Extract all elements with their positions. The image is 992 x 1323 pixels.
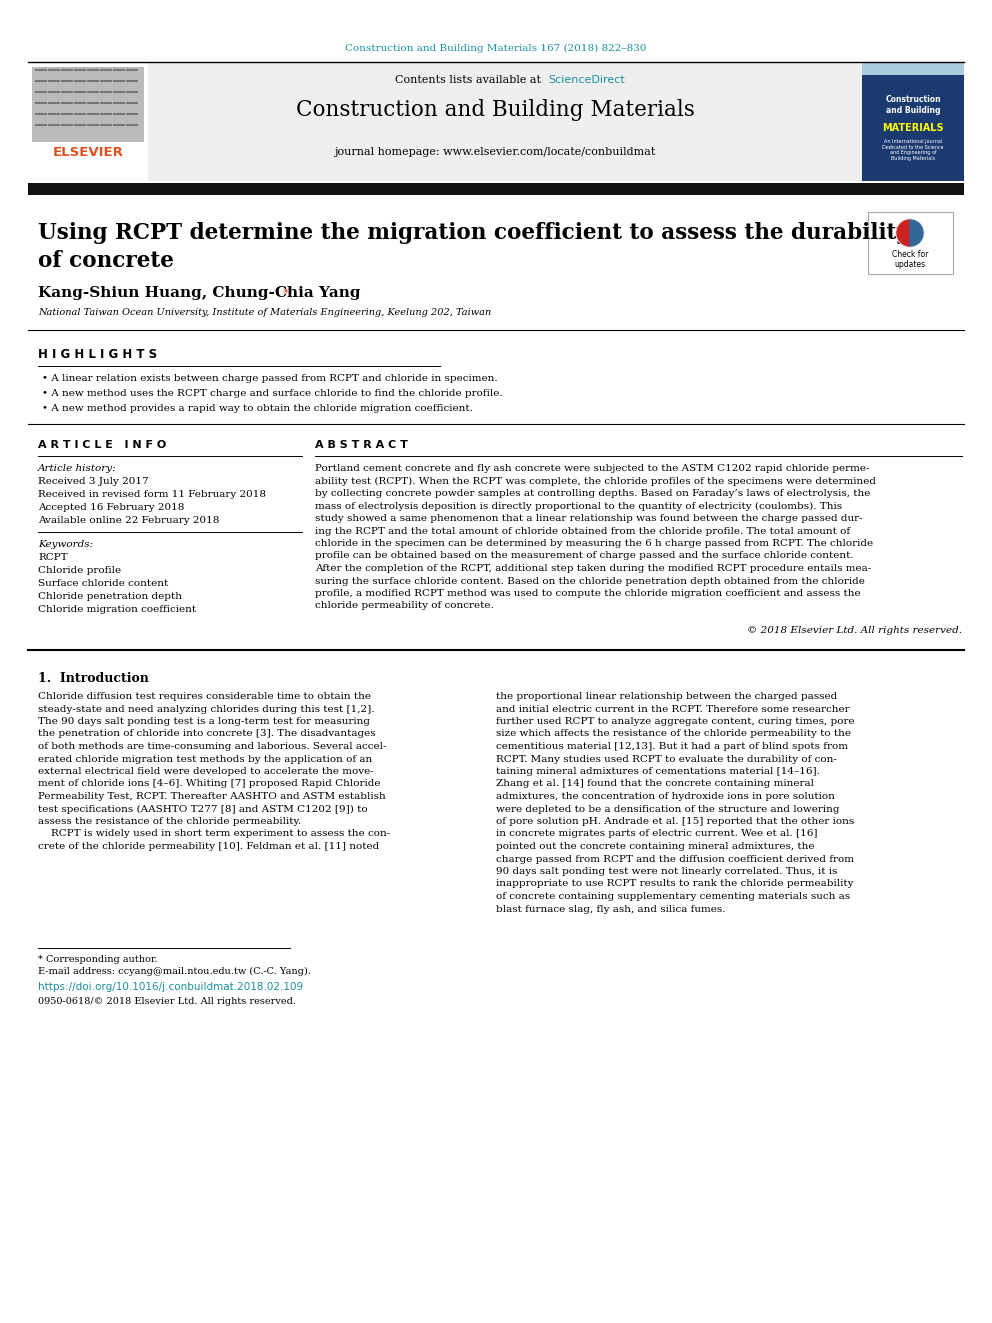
Text: chloride permeability of concrete.: chloride permeability of concrete. [315, 602, 494, 610]
Text: * Corresponding author.: * Corresponding author. [38, 955, 158, 964]
Text: Permeability Test, RCPT. Thereafter AASHTO and ASTM establish: Permeability Test, RCPT. Thereafter AASH… [38, 792, 386, 800]
Text: Using RCPT determine the migration coefficient to assess the durability: Using RCPT determine the migration coeff… [38, 222, 909, 243]
Circle shape [896, 220, 924, 247]
Text: steady-state and need analyzing chlorides during this test [1,2].: steady-state and need analyzing chloride… [38, 705, 375, 713]
Text: A R T I C L E   I N F O: A R T I C L E I N F O [38, 441, 167, 450]
Text: RCPT is widely used in short term experiment to assess the con-: RCPT is widely used in short term experi… [38, 830, 390, 839]
Text: charge passed from RCPT and the diffusion coefficient derived from: charge passed from RCPT and the diffusio… [496, 855, 854, 864]
Text: and initial electric current in the RCPT. Therefore some researcher: and initial electric current in the RCPT… [496, 705, 849, 713]
Text: journal homepage: www.elsevier.com/locate/conbuildmat: journal homepage: www.elsevier.com/locat… [334, 147, 656, 157]
Text: 1.  Introduction: 1. Introduction [38, 672, 149, 685]
Text: in concrete migrates parts of electric current. Wee et al. [16]: in concrete migrates parts of electric c… [496, 830, 817, 839]
Text: Surface chloride content: Surface chloride content [38, 579, 169, 587]
Bar [28, 64, 148, 181]
Text: E-mail address: ccyang@mail.ntou.edu.tw (C.-C. Yang).: E-mail address: ccyang@mail.ntou.edu.tw … [38, 967, 310, 976]
Text: assess the resistance of the chloride permeability.: assess the resistance of the chloride pe… [38, 818, 302, 826]
Text: Chloride penetration depth: Chloride penetration depth [38, 591, 182, 601]
Bar [862, 64, 964, 75]
Text: ⁎: ⁎ [283, 284, 290, 296]
Text: MATERIALS: MATERIALS [882, 123, 943, 134]
Text: 90 days salt ponding test were not linearly correlated. Thus, it is: 90 days salt ponding test were not linea… [496, 867, 837, 876]
Text: ment of chloride ions [4–6]. Whiting [7] proposed Rapid Chloride: ment of chloride ions [4–6]. Whiting [7]… [38, 779, 381, 789]
Text: Zhang et al. [14] found that the concrete containing mineral: Zhang et al. [14] found that the concret… [496, 779, 814, 789]
Text: © 2018 Elsevier Ltd. All rights reserved.: © 2018 Elsevier Ltd. All rights reserved… [747, 626, 962, 635]
Text: cementitious material [12,13]. But it had a part of blind spots from: cementitious material [12,13]. But it ha… [496, 742, 848, 751]
Text: A B S T R A C T: A B S T R A C T [315, 441, 408, 450]
Text: National Taiwan Ocean University, Institute of Materials Engineering, Keelung 20: National Taiwan Ocean University, Instit… [38, 308, 491, 318]
Text: suring the surface chloride content. Based on the chloride penetration depth obt: suring the surface chloride content. Bas… [315, 577, 865, 586]
Text: ability test (RCPT). When the RCPT was complete, the chloride profiles of the sp: ability test (RCPT). When the RCPT was c… [315, 476, 876, 486]
Text: • A new method uses the RCPT charge and surface chloride to find the chloride pr: • A new method uses the RCPT charge and … [42, 389, 503, 398]
Text: the proportional linear relationship between the charged passed: the proportional linear relationship bet… [496, 692, 837, 701]
Bar [862, 64, 964, 181]
Text: blast furnace slag, fly ash, and silica fumes.: blast furnace slag, fly ash, and silica … [496, 905, 725, 913]
Text: test specifications (AASHTO T277 [8] and ASTM C1202 [9]) to: test specifications (AASHTO T277 [8] and… [38, 804, 368, 814]
Text: of concrete: of concrete [38, 250, 174, 273]
Text: mass of electrolysis deposition is directly proportional to the quantity of elec: mass of electrolysis deposition is direc… [315, 501, 842, 511]
Text: chloride in the specimen can be determined by measuring the 6 h charge passed fr: chloride in the specimen can be determin… [315, 538, 873, 548]
Text: admixtures, the concentration of hydroxide ions in pore solution: admixtures, the concentration of hydroxi… [496, 792, 835, 800]
Text: erated chloride migration test methods by the application of an: erated chloride migration test methods b… [38, 754, 372, 763]
Bar [148, 64, 862, 181]
Text: ELSEVIER: ELSEVIER [53, 146, 123, 159]
Text: Check for
updates: Check for updates [892, 250, 929, 270]
Text: were depleted to be a densification of the structure and lowering: were depleted to be a densification of t… [496, 804, 839, 814]
Text: profile, a modified RCPT method was used to compute the chloride migration coeff: profile, a modified RCPT method was used… [315, 589, 861, 598]
Text: of concrete containing supplementary cementing materials such as: of concrete containing supplementary cem… [496, 892, 850, 901]
Bar [868, 212, 953, 274]
Text: the penetration of chloride into concrete [3]. The disadvantages: the penetration of chloride into concret… [38, 729, 376, 738]
Text: An International Journal
Dedicated to the Science
and Engineering of
Building Ma: An International Journal Dedicated to th… [882, 139, 943, 161]
Bar [32, 67, 144, 142]
Text: Keywords:: Keywords: [38, 540, 93, 549]
Text: profile can be obtained based on the measurement of charge passed and the surfac: profile can be obtained based on the mea… [315, 552, 854, 561]
Text: pointed out the concrete containing mineral admixtures, the: pointed out the concrete containing mine… [496, 841, 814, 851]
Text: crete of the chloride permeability [10]. Feldman et al. [11] noted: crete of the chloride permeability [10].… [38, 841, 379, 851]
Text: After the completion of the RCPT, additional step taken during the modified RCPT: After the completion of the RCPT, additi… [315, 564, 871, 573]
Text: RCPT. Many studies used RCPT to evaluate the durability of con-: RCPT. Many studies used RCPT to evaluate… [496, 754, 837, 763]
Text: Article history:: Article history: [38, 464, 117, 474]
Text: Construction
and Building: Construction and Building [885, 95, 940, 115]
Wedge shape [910, 220, 923, 246]
Text: Accepted 16 February 2018: Accepted 16 February 2018 [38, 503, 185, 512]
Text: of pore solution pH. Andrade et al. [15] reported that the other ions: of pore solution pH. Andrade et al. [15]… [496, 818, 854, 826]
Text: • A new method provides a rapid way to obtain the chloride migration coefficient: • A new method provides a rapid way to o… [42, 404, 473, 413]
Text: inappropriate to use RCPT results to rank the chloride permeability: inappropriate to use RCPT results to ran… [496, 880, 853, 889]
Text: Chloride diffusion test requires considerable time to obtain the: Chloride diffusion test requires conside… [38, 692, 371, 701]
Text: H I G H L I G H T S: H I G H L I G H T S [38, 348, 157, 361]
Text: Received 3 July 2017: Received 3 July 2017 [38, 478, 149, 486]
Text: Portland cement concrete and fly ash concrete were subjected to the ASTM C1202 r: Portland cement concrete and fly ash con… [315, 464, 870, 474]
Text: RCPT: RCPT [38, 553, 67, 562]
Text: study showed a same phenomenon that a linear relationship was found between the : study showed a same phenomenon that a li… [315, 515, 863, 523]
Text: https://doi.org/10.1016/j.conbuildmat.2018.02.109: https://doi.org/10.1016/j.conbuildmat.20… [38, 982, 304, 992]
Text: size which affects the resistance of the chloride permeability to the: size which affects the resistance of the… [496, 729, 851, 738]
Text: The 90 days salt ponding test is a long-term test for measuring: The 90 days salt ponding test is a long-… [38, 717, 370, 726]
Text: Available online 22 February 2018: Available online 22 February 2018 [38, 516, 219, 525]
Text: by collecting concrete powder samples at controlling depths. Based on Faraday’s : by collecting concrete powder samples at… [315, 490, 870, 497]
Text: Chloride migration coefficient: Chloride migration coefficient [38, 605, 196, 614]
Text: • A linear relation exists between charge passed from RCPT and chloride in speci: • A linear relation exists between charg… [42, 374, 498, 382]
Text: ScienceDirect: ScienceDirect [548, 75, 625, 85]
Text: ing the RCPT and the total amount of chloride obtained from the chloride profile: ing the RCPT and the total amount of chl… [315, 527, 850, 536]
Text: external electrical field were developed to accelerate the move-: external electrical field were developed… [38, 767, 374, 777]
Text: of both methods are time-consuming and laborious. Several accel-: of both methods are time-consuming and l… [38, 742, 387, 751]
Text: Contents lists available at: Contents lists available at [395, 75, 545, 85]
Text: Construction and Building Materials: Construction and Building Materials [296, 99, 694, 120]
Wedge shape [897, 220, 910, 246]
Text: taining mineral admixtures of cementations material [14–16].: taining mineral admixtures of cementatio… [496, 767, 819, 777]
Text: Chloride profile: Chloride profile [38, 566, 121, 576]
Text: further used RCPT to analyze aggregate content, curing times, pore: further used RCPT to analyze aggregate c… [496, 717, 855, 726]
Text: 0950-0618/© 2018 Elsevier Ltd. All rights reserved.: 0950-0618/© 2018 Elsevier Ltd. All right… [38, 998, 296, 1005]
Text: Construction and Building Materials 167 (2018) 822–830: Construction and Building Materials 167 … [345, 44, 647, 53]
Text: Received in revised form 11 February 2018: Received in revised form 11 February 201… [38, 490, 266, 499]
Text: Kang-Shiun Huang, Chung-Chia Yang: Kang-Shiun Huang, Chung-Chia Yang [38, 286, 360, 300]
Bar [28, 183, 964, 194]
